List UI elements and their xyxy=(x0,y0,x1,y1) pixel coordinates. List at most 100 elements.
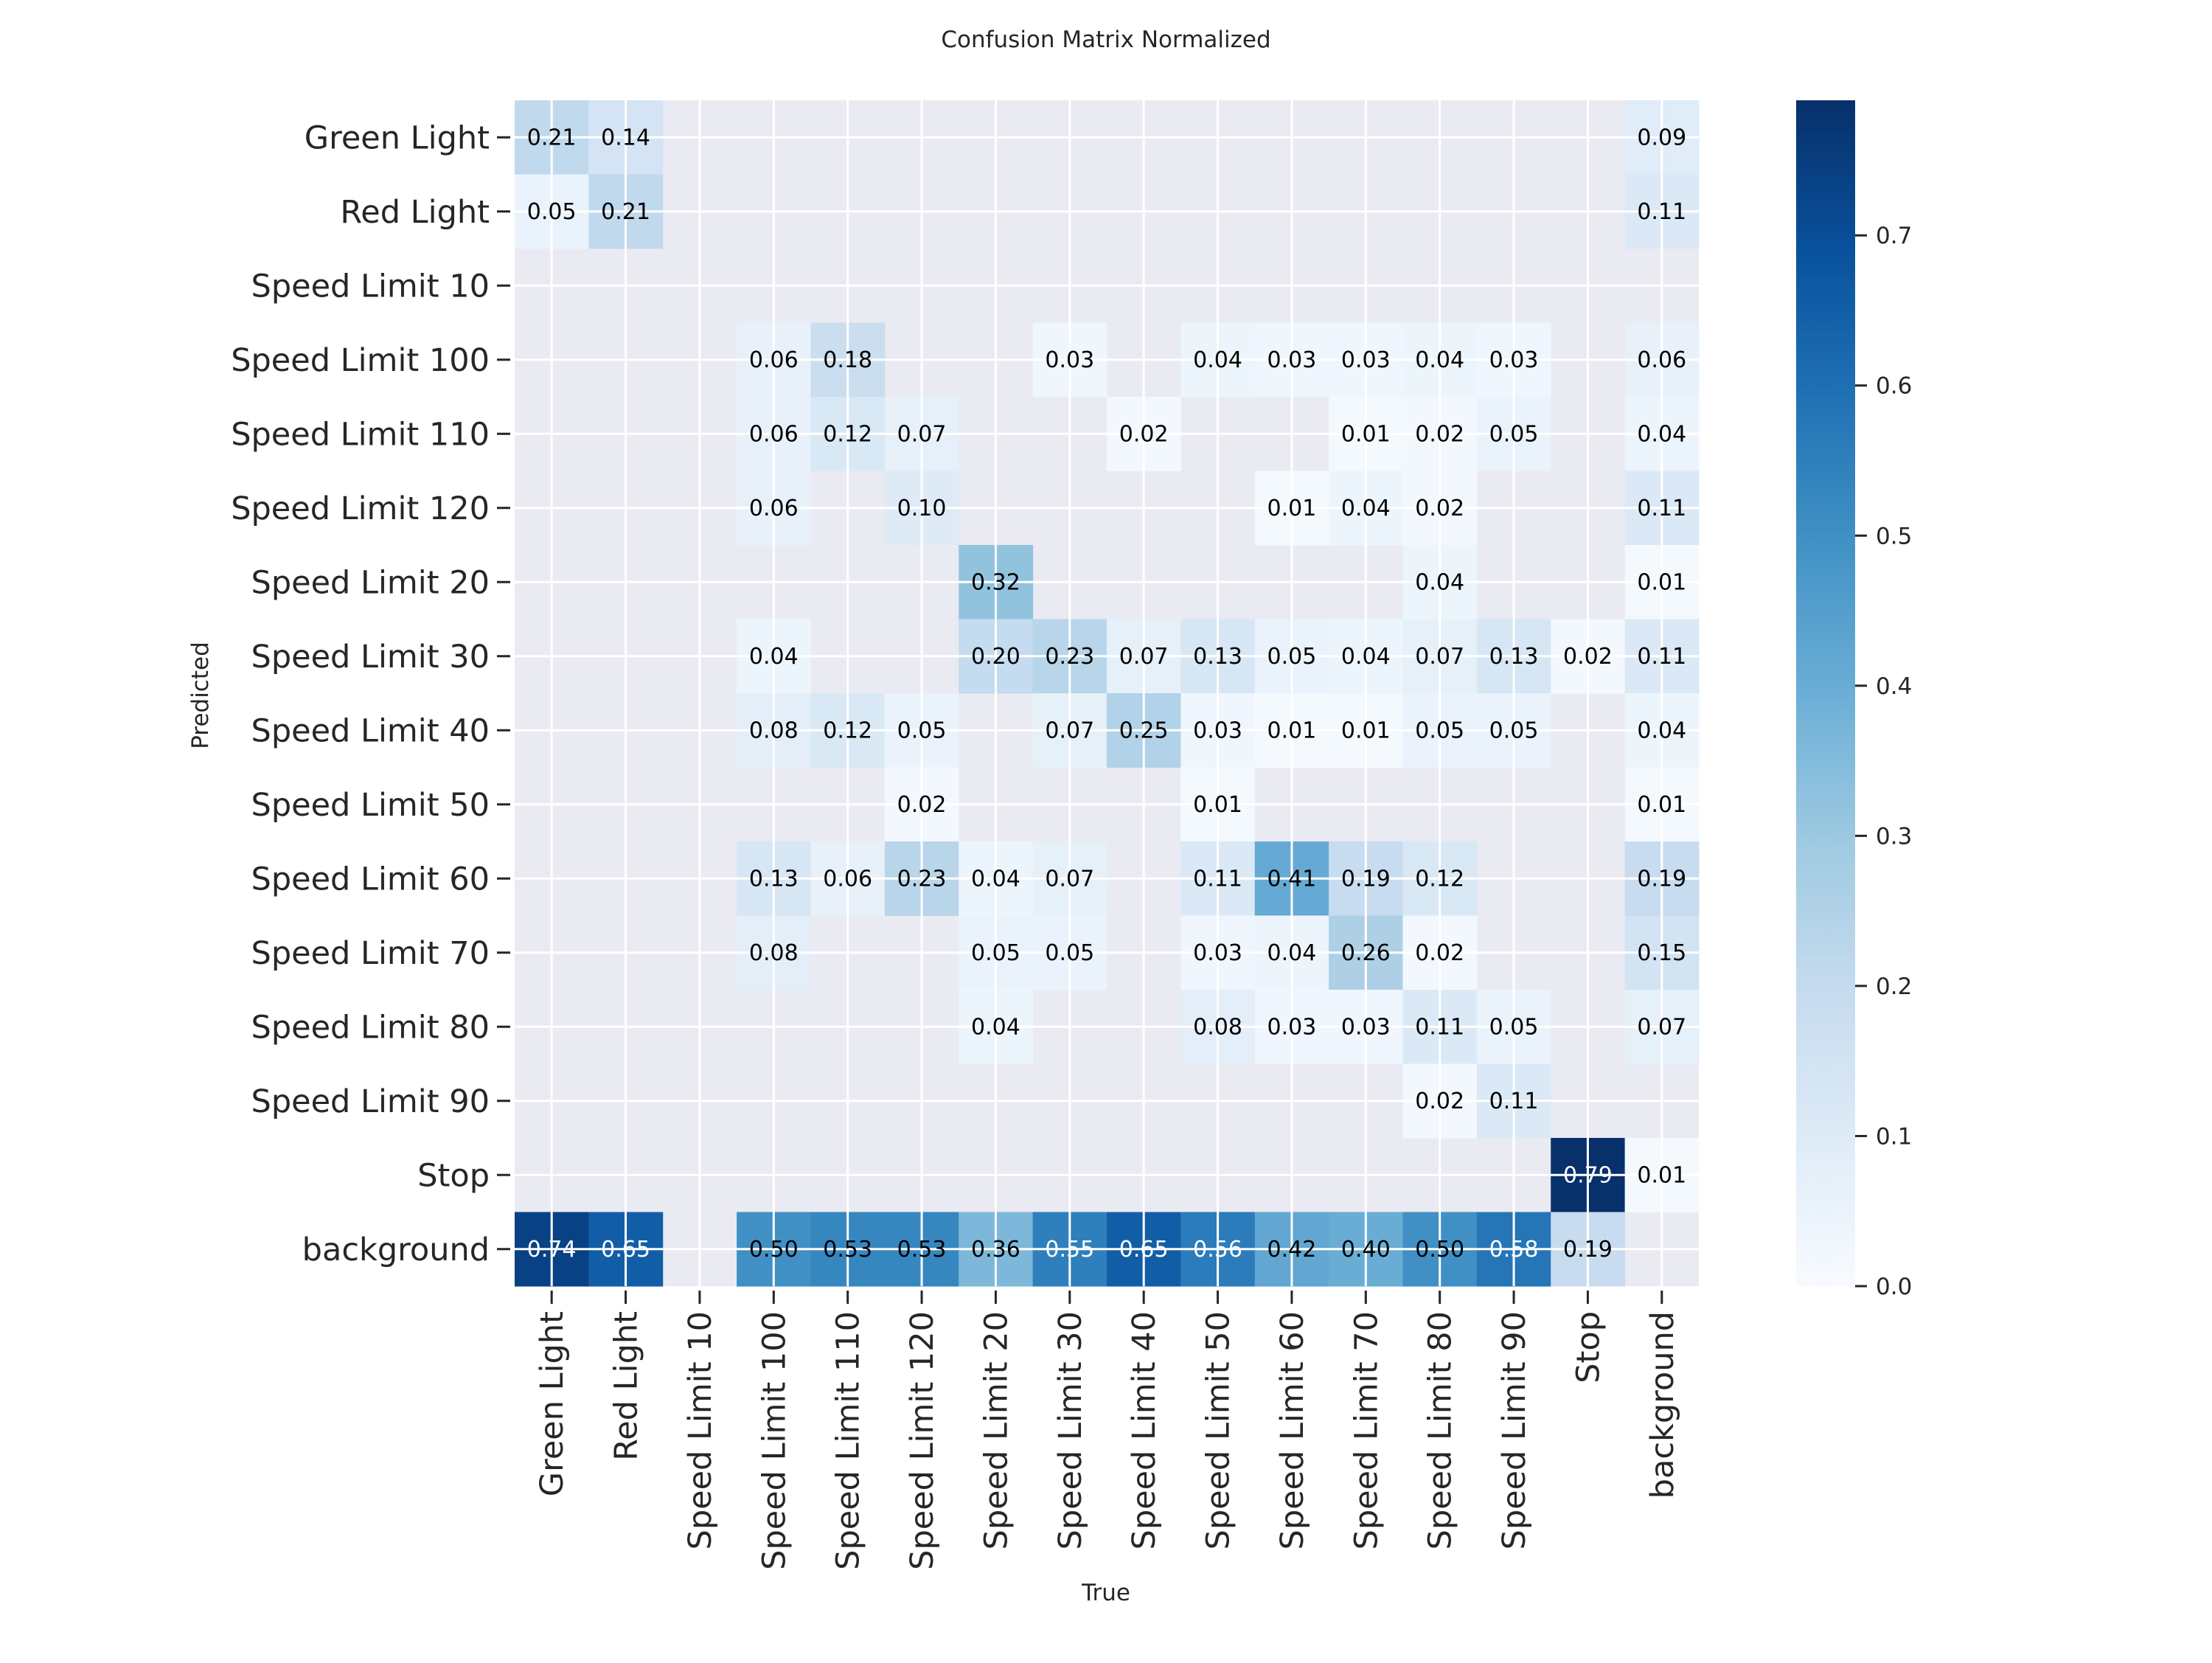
cell-value-label: 0.06 xyxy=(749,421,799,447)
cell-value-label: 0.03 xyxy=(1045,347,1094,373)
cell-value-label: 0.11 xyxy=(1193,866,1242,892)
cell-value-label: 0.20 xyxy=(971,644,1020,670)
y-tick-label: Speed Limit 30 xyxy=(251,639,490,676)
cell-value-label: 0.21 xyxy=(527,125,577,150)
cell-value-label: 0.02 xyxy=(1415,1089,1464,1114)
cell-value-label: 0.02 xyxy=(1415,496,1464,521)
cell-value-label: 0.74 xyxy=(527,1237,577,1263)
x-tick-label: Speed Limit 120 xyxy=(904,1311,941,1570)
cell-value-label: 0.01 xyxy=(1267,718,1317,743)
cell-value-label: 0.19 xyxy=(1563,1237,1613,1263)
cell-value-label: 0.26 xyxy=(1341,940,1391,966)
cell-value-label: 0.07 xyxy=(1045,866,1094,892)
y-tick-label: Speed Limit 120 xyxy=(231,490,490,527)
cell-value-label: 0.11 xyxy=(1637,199,1686,225)
cell-value-label: 0.04 xyxy=(971,1014,1020,1040)
y-tick-label: Speed Limit 100 xyxy=(231,342,490,379)
cell-value-label: 0.07 xyxy=(1119,644,1169,670)
colorbar-tick-label: 0.7 xyxy=(1876,223,1912,249)
x-tick-label: Speed Limit 80 xyxy=(1422,1311,1459,1549)
cell-value-label: 0.08 xyxy=(749,718,799,743)
x-axis-label: True xyxy=(1081,1580,1130,1606)
cell-value-label: 0.03 xyxy=(1489,347,1539,373)
cell-value-label: 0.03 xyxy=(1193,718,1242,743)
cell-value-label: 0.03 xyxy=(1267,1014,1317,1040)
cell-value-label: 0.50 xyxy=(1415,1237,1464,1263)
cell-value-label: 0.04 xyxy=(1267,940,1317,966)
cell-value-label: 0.11 xyxy=(1415,1014,1464,1040)
cell-value-label: 0.53 xyxy=(823,1237,872,1263)
cell-value-label: 0.03 xyxy=(1267,347,1317,373)
x-tick-label: Speed Limit 50 xyxy=(1200,1311,1237,1549)
x-tick-label: Green Light xyxy=(534,1311,571,1496)
cell-value-label: 0.14 xyxy=(601,125,650,150)
cell-value-label: 0.58 xyxy=(1489,1237,1539,1263)
cell-value-label: 0.05 xyxy=(1489,421,1539,447)
cell-value-label: 0.08 xyxy=(749,940,799,966)
cell-value-label: 0.25 xyxy=(1119,718,1169,743)
cell-value-label: 0.07 xyxy=(1637,1014,1686,1040)
cell-value-label: 0.04 xyxy=(1341,496,1391,521)
cell-value-label: 0.11 xyxy=(1637,496,1686,521)
cell-value-label: 0.06 xyxy=(749,347,799,373)
cell-value-label: 0.03 xyxy=(1341,1014,1391,1040)
x-tick-label: Speed Limit 60 xyxy=(1274,1311,1311,1549)
cell-value-label: 0.05 xyxy=(897,718,947,743)
cell-value-label: 0.79 xyxy=(1563,1162,1613,1188)
cell-value-label: 0.06 xyxy=(749,496,799,521)
y-tick-label: Speed Limit 110 xyxy=(231,416,490,453)
cell-value-label: 0.03 xyxy=(1341,347,1391,373)
y-tick-label: Speed Limit 80 xyxy=(251,1009,490,1046)
cell-value-label: 0.04 xyxy=(1637,421,1686,447)
cell-value-label: 0.10 xyxy=(897,496,947,521)
cell-value-labels: 0.21 0.14 0.09 0.05 0.21 0.11 0.06 0.18 0.03 0.04… xyxy=(527,125,1686,1263)
cell-value-label: 0.55 xyxy=(1045,1237,1094,1263)
x-tick-label: Speed Limit 90 xyxy=(1496,1311,1533,1549)
y-tick-label: background xyxy=(302,1232,490,1268)
cell-value-label: 0.36 xyxy=(971,1237,1020,1263)
cell-value-label: 0.01 xyxy=(1637,569,1686,595)
cell-value-label: 0.02 xyxy=(897,792,947,818)
cell-value-label: 0.05 xyxy=(1045,940,1094,966)
cell-value-label: 0.01 xyxy=(1637,792,1686,818)
x-axis-ticks: Green Light Red Light Speed Limit 10 Speed … xyxy=(534,1291,1681,1570)
y-tick-label: Stop xyxy=(417,1157,490,1194)
cell-value-label: 0.03 xyxy=(1193,940,1242,966)
cell-value-label: 0.56 xyxy=(1193,1237,1242,1263)
cell-value-label: 0.05 xyxy=(971,940,1020,966)
cell-value-label: 0.05 xyxy=(1267,644,1317,670)
cell-value-label: 0.07 xyxy=(1415,644,1464,670)
y-tick-label: Speed Limit 70 xyxy=(251,935,490,972)
cell-value-label: 0.04 xyxy=(971,866,1020,892)
cell-value-label: 0.12 xyxy=(823,421,872,447)
cell-value-label: 0.07 xyxy=(1045,718,1094,743)
colorbar-tick-label: 0.2 xyxy=(1876,973,1912,1000)
x-tick-label: Stop xyxy=(1570,1311,1607,1383)
cell-value-label: 0.02 xyxy=(1415,940,1464,966)
x-tick-label: Speed Limit 20 xyxy=(978,1311,1015,1549)
cell-value-label: 0.23 xyxy=(1045,644,1094,670)
cell-value-label: 0.04 xyxy=(1415,569,1464,595)
y-axis-label: Predicted xyxy=(187,642,214,749)
x-tick-label: Red Light xyxy=(608,1311,645,1461)
colorbar-tick-label: 0.4 xyxy=(1876,673,1912,700)
cell-value-label: 0.07 xyxy=(897,421,947,447)
cell-value-label: 0.12 xyxy=(823,718,872,743)
colorbar-tick-label: 0.6 xyxy=(1876,373,1912,400)
cell-value-label: 0.04 xyxy=(1415,347,1464,373)
cell-value-label: 0.02 xyxy=(1119,421,1169,447)
cell-value-label: 0.65 xyxy=(601,1237,650,1263)
x-tick-label: Speed Limit 70 xyxy=(1348,1311,1385,1549)
gridlines xyxy=(515,100,1699,1286)
x-tick-label: Speed Limit 100 xyxy=(756,1311,793,1570)
x-tick-label: Speed Limit 10 xyxy=(682,1311,719,1549)
cell-value-label: 0.05 xyxy=(1489,1014,1539,1040)
y-tick-label: Green Light xyxy=(305,119,490,156)
cell-value-label: 0.01 xyxy=(1193,792,1242,818)
colorbar-tick-label: 0.1 xyxy=(1876,1123,1912,1150)
cell-value-label: 0.01 xyxy=(1637,1162,1686,1188)
cell-value-label: 0.18 xyxy=(823,347,872,373)
cell-value-label: 0.08 xyxy=(1193,1014,1242,1040)
